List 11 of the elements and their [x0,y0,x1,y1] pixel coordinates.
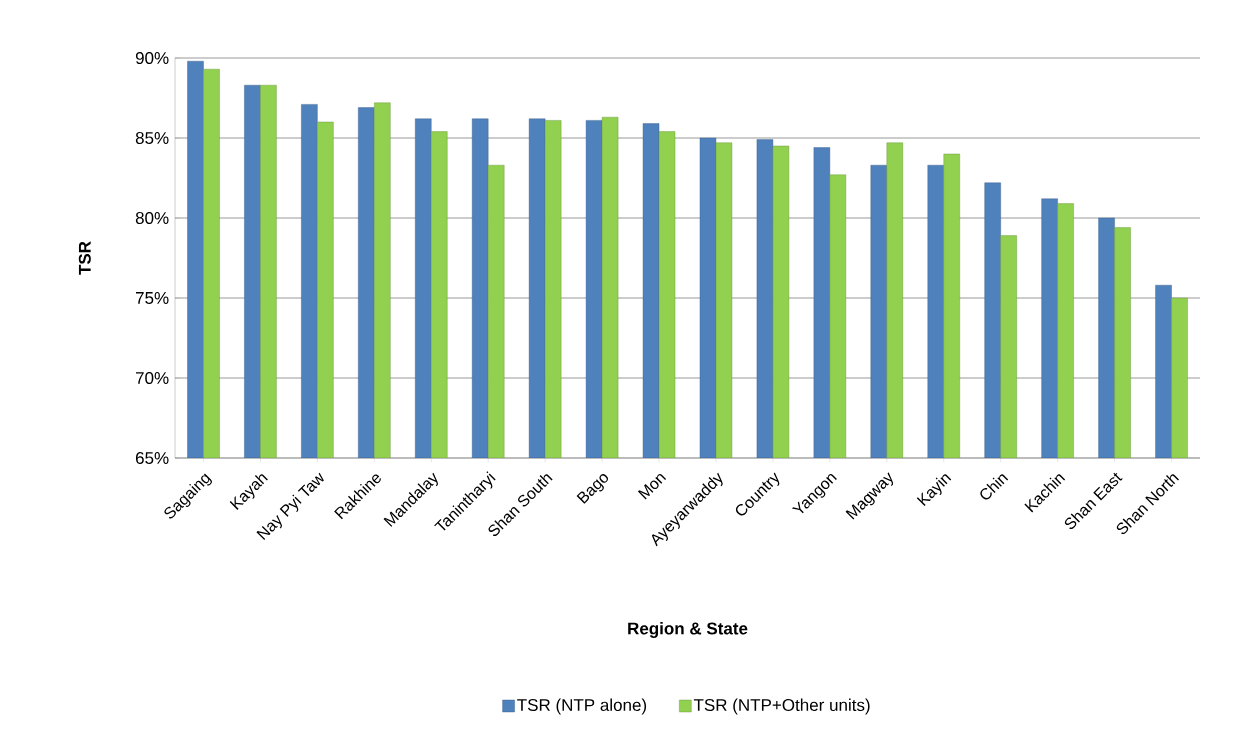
y-tick-label: 85% [135,131,169,145]
legend-label: TSR (NTP alone) [517,698,647,715]
y-tick-label: 75% [135,292,169,304]
y-tick-label: 70% [135,371,169,385]
x-tick-label: Chin [980,474,1009,500]
y-axis-title: TSR [78,241,91,275]
y-tick-label: 65% [135,451,169,465]
x-axis-title: Region & State [628,622,748,638]
y-tick-label: 90% [135,51,169,65]
y-tick-label: 80% [135,211,169,225]
legend-label: TSR (NTP+Other units) [693,698,870,715]
